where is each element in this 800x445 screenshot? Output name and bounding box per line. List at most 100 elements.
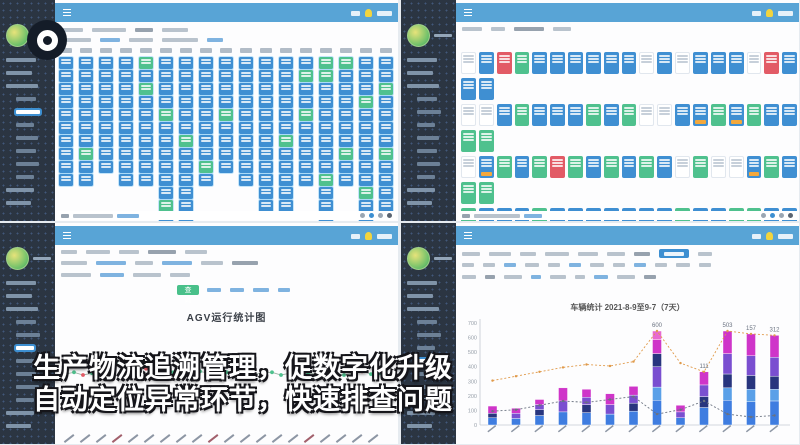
equipment-tile[interactable] bbox=[710, 52, 726, 74]
station-tile[interactable] bbox=[119, 148, 133, 160]
equipment-tile[interactable] bbox=[568, 52, 583, 74]
station-tile[interactable] bbox=[179, 70, 193, 82]
sidebar-item[interactable] bbox=[417, 346, 435, 350]
station-tile[interactable] bbox=[159, 57, 173, 69]
equipment-tile[interactable] bbox=[746, 52, 762, 74]
station-tile[interactable] bbox=[299, 135, 313, 147]
station-tile[interactable] bbox=[199, 109, 213, 121]
station-tile[interactable] bbox=[319, 122, 333, 134]
station-tile[interactable] bbox=[179, 174, 193, 186]
station-tile[interactable] bbox=[279, 148, 293, 160]
station-tile[interactable] bbox=[259, 122, 273, 134]
equipment-tile[interactable] bbox=[621, 104, 637, 126]
station-tile[interactable] bbox=[99, 96, 113, 108]
station-tile[interactable] bbox=[59, 174, 73, 186]
station-tile[interactable] bbox=[259, 135, 273, 147]
station-tile[interactable] bbox=[379, 174, 393, 186]
sidebar-item[interactable] bbox=[417, 333, 441, 337]
station-tile[interactable] bbox=[99, 109, 113, 121]
footer-icon-active[interactable] bbox=[770, 213, 775, 218]
equipment-tile[interactable] bbox=[479, 182, 494, 204]
station-tile[interactable] bbox=[379, 109, 393, 121]
station-tile[interactable] bbox=[239, 83, 253, 95]
station-tile[interactable] bbox=[119, 135, 133, 147]
sidebar-item[interactable] bbox=[407, 71, 433, 75]
station-tile[interactable] bbox=[79, 135, 93, 147]
sidebar-item[interactable] bbox=[16, 333, 40, 337]
station-tile[interactable] bbox=[139, 83, 153, 95]
station-tile[interactable] bbox=[259, 161, 273, 173]
sidebar-item[interactable] bbox=[16, 149, 36, 153]
station-tile[interactable] bbox=[159, 122, 173, 134]
station-tile[interactable] bbox=[159, 174, 173, 186]
station-tile[interactable] bbox=[359, 57, 373, 69]
station-tile[interactable] bbox=[339, 122, 353, 134]
equipment-tile[interactable] bbox=[675, 104, 690, 126]
station-tile[interactable] bbox=[339, 109, 353, 121]
equipment-tile[interactable] bbox=[692, 104, 708, 126]
toolbar-row[interactable] bbox=[462, 263, 711, 267]
filter-row[interactable] bbox=[61, 38, 223, 42]
station-tile[interactable] bbox=[179, 96, 193, 108]
station-tile[interactable] bbox=[219, 135, 233, 147]
equipment-tile[interactable] bbox=[585, 52, 601, 74]
station-tile[interactable] bbox=[259, 83, 273, 95]
station-tile[interactable] bbox=[219, 57, 233, 69]
sidebar-item[interactable] bbox=[6, 188, 34, 192]
station-tile[interactable] bbox=[279, 187, 293, 199]
station-tile[interactable] bbox=[79, 174, 93, 186]
station-tile[interactable] bbox=[59, 57, 73, 69]
station-tile[interactable] bbox=[299, 83, 313, 95]
station-tile[interactable] bbox=[159, 187, 173, 199]
equipment-tile[interactable] bbox=[496, 52, 512, 74]
sidebar-item[interactable] bbox=[16, 320, 36, 324]
equipment-tile[interactable] bbox=[585, 156, 601, 178]
equipment-tile[interactable] bbox=[550, 52, 566, 74]
sidebar-item[interactable] bbox=[417, 398, 435, 402]
sidebar-item[interactable] bbox=[407, 307, 439, 311]
station-tile[interactable] bbox=[379, 83, 393, 95]
equipment-tile[interactable] bbox=[514, 52, 530, 74]
equipment-tile[interactable] bbox=[692, 52, 708, 74]
filter-row-1[interactable] bbox=[61, 261, 258, 265]
equipment-tile[interactable] bbox=[782, 52, 798, 74]
station-tile[interactable] bbox=[359, 96, 373, 108]
station-tile[interactable] bbox=[119, 174, 133, 186]
station-tile[interactable] bbox=[379, 148, 393, 160]
equipment-tile[interactable] bbox=[675, 156, 690, 178]
equipment-tile[interactable] bbox=[728, 52, 744, 74]
sidebar-item[interactable] bbox=[16, 398, 34, 402]
station-tile[interactable] bbox=[119, 70, 133, 82]
station-tile[interactable] bbox=[319, 57, 333, 69]
equipment-tile[interactable] bbox=[478, 156, 494, 178]
station-tile[interactable] bbox=[159, 200, 173, 212]
station-tile[interactable] bbox=[179, 83, 193, 95]
station-tile[interactable] bbox=[199, 70, 213, 82]
station-tile[interactable] bbox=[159, 109, 173, 121]
equipment-tile[interactable] bbox=[568, 104, 583, 126]
footer-icon[interactable] bbox=[779, 213, 784, 218]
station-tile[interactable] bbox=[379, 96, 393, 108]
station-tile[interactable] bbox=[179, 57, 193, 69]
sidebar-item[interactable] bbox=[407, 188, 435, 192]
station-tile[interactable] bbox=[279, 96, 293, 108]
station-tile[interactable] bbox=[279, 174, 293, 186]
equipment-tile[interactable] bbox=[603, 104, 619, 126]
equipment-tile[interactable] bbox=[461, 78, 476, 100]
station-tile[interactable] bbox=[339, 135, 353, 147]
station-tile[interactable] bbox=[79, 122, 93, 134]
station-tile[interactable] bbox=[239, 57, 253, 69]
equipment-tile[interactable] bbox=[710, 156, 726, 178]
station-tile[interactable] bbox=[99, 135, 113, 147]
menu-toggle-icon[interactable] bbox=[464, 9, 472, 16]
station-tile[interactable] bbox=[259, 148, 273, 160]
station-tile[interactable] bbox=[199, 122, 213, 134]
station-tile[interactable] bbox=[179, 109, 193, 121]
station-tile[interactable] bbox=[219, 96, 233, 108]
sidebar-item[interactable] bbox=[407, 58, 437, 62]
sidebar-item[interactable] bbox=[417, 359, 439, 363]
equipment-tile[interactable] bbox=[461, 104, 476, 126]
station-tile[interactable] bbox=[199, 174, 213, 186]
station-tile[interactable] bbox=[79, 161, 93, 173]
station-tile[interactable] bbox=[279, 70, 293, 82]
